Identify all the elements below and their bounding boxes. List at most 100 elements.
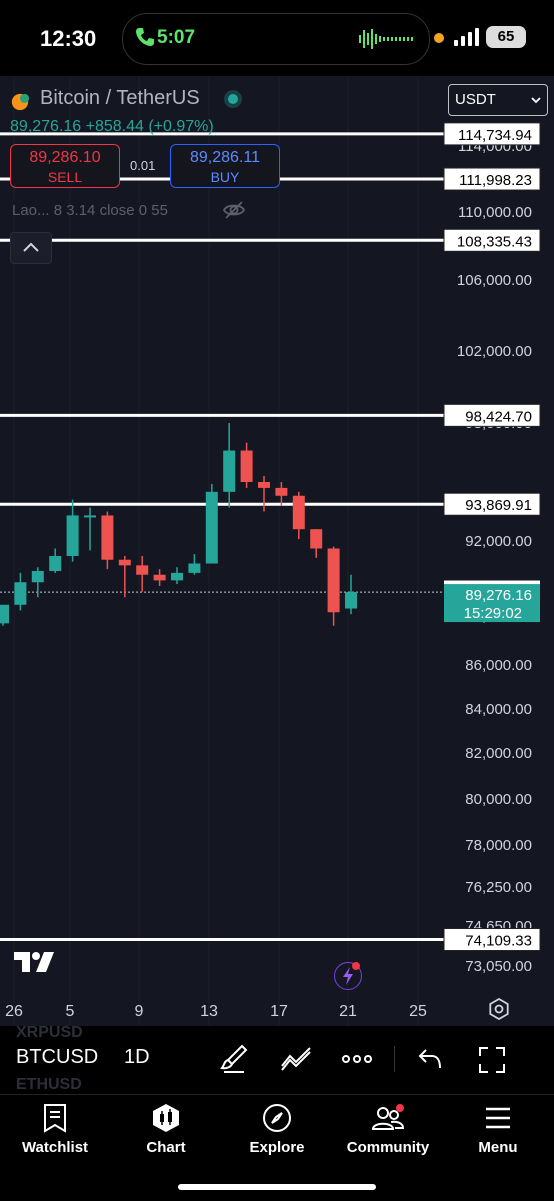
buy-label: BUY — [210, 169, 240, 185]
audio-wave-icon — [359, 29, 413, 49]
price-axis-label: 82,000.00 — [465, 745, 532, 762]
market-open-indicator — [224, 90, 242, 108]
call-pill[interactable]: 5:07 — [122, 13, 430, 65]
candle-body[interactable] — [49, 556, 62, 571]
last-price-label: 89,276.16 — [465, 587, 532, 604]
candle-body[interactable] — [171, 572, 183, 581]
horizontal-line-tag[interactable] — [443, 167, 541, 191]
signal-icon — [454, 28, 479, 46]
candle-body[interactable] — [84, 515, 96, 518]
tradingview-logo[interactable] — [14, 950, 56, 974]
undo-icon[interactable] — [418, 1048, 442, 1070]
status-icons: 65 — [432, 26, 542, 52]
candle-body[interactable] — [66, 515, 79, 556]
compass-icon — [263, 1104, 291, 1132]
chevron-down-icon — [531, 97, 541, 104]
sell-button[interactable]: 89,286.10 SELL — [10, 144, 120, 188]
horizontal-line-label: 98,424.70 — [465, 408, 532, 425]
bitcoin-tether-icon — [11, 93, 30, 111]
candle-body[interactable] — [188, 563, 201, 573]
indicator-legend[interactable]: Lao... 8 3.14 close 0 55 — [12, 202, 168, 219]
lightning-icon — [343, 967, 353, 985]
horizontal-line-label: 74,109.33 — [465, 933, 532, 950]
candle-body[interactable] — [14, 582, 27, 605]
horizontal-line-tag[interactable] — [443, 928, 541, 952]
price-axis-label: 106,000.00 — [457, 272, 532, 289]
nav-menu[interactable]: Menu — [448, 1103, 548, 1156]
home-indicator[interactable] — [178, 1184, 376, 1190]
chart-settings-icon[interactable] — [488, 998, 510, 1020]
flash-button[interactable] — [334, 962, 362, 990]
status-bar: 12:30 5:07 65 — [0, 0, 554, 76]
price-axis-label: 102,000.00 — [457, 343, 532, 360]
interval-button[interactable]: 1D — [124, 1046, 150, 1068]
candle-body[interactable] — [345, 592, 357, 609]
nav-label-menu: Menu — [478, 1139, 518, 1156]
candle-body[interactable] — [101, 515, 114, 560]
symbol-button[interactable]: BTCUSD — [16, 1046, 99, 1068]
last-price-tag — [444, 584, 540, 623]
mic-indicator-icon — [434, 33, 444, 43]
countdown-label: 15:29:02 — [464, 605, 522, 622]
price-axis-label: 73,050.00 — [465, 958, 532, 975]
fullscreen-icon[interactable] — [478, 1046, 506, 1074]
candle-body[interactable] — [31, 571, 44, 583]
candle-body[interactable] — [205, 491, 218, 564]
ghost-symbol-top: XRPUSD — [16, 1024, 83, 1041]
phone-icon — [136, 28, 154, 46]
candle-body[interactable] — [292, 495, 305, 530]
menu-icon — [486, 1107, 510, 1129]
price-axis-label: 78,000.00 — [465, 837, 532, 854]
candle-body[interactable] — [223, 450, 236, 492]
currency-select[interactable]: USDT — [448, 84, 548, 116]
x-axis-label: 5 — [66, 1003, 75, 1020]
drawing-brush-icon[interactable] — [220, 1044, 248, 1074]
candle-body[interactable] — [0, 604, 9, 624]
toolbar-divider — [394, 1046, 395, 1072]
horizontal-line-tag[interactable] — [443, 122, 541, 146]
candle-body[interactable] — [275, 487, 288, 496]
horizontal-line-tag[interactable] — [443, 403, 541, 427]
nav-label-watchlist: Watchlist — [21, 1139, 89, 1156]
sell-label: SELL — [47, 169, 83, 185]
nav-community[interactable]: Community — [338, 1103, 438, 1156]
battery-icon: 65 — [486, 26, 526, 48]
trend-lines-icon[interactable] — [280, 1044, 312, 1074]
candle-body[interactable] — [310, 529, 323, 549]
candle-body[interactable] — [136, 565, 149, 575]
notification-dot — [352, 962, 360, 970]
price-axis-label: 80,000.00 — [465, 791, 532, 808]
price-axis-label: 76,250.00 — [465, 879, 532, 896]
horizontal-line-tag[interactable] — [443, 228, 541, 252]
nav-chart[interactable]: Chart — [116, 1103, 216, 1156]
chart-toolbar: XRPUSD BTCUSD ETHUSD 1D — [0, 1024, 554, 1094]
horizontal-line-label: 108,335.43 — [457, 233, 532, 250]
candle-body[interactable] — [258, 482, 270, 488]
nav-watchlist[interactable]: Watchlist — [5, 1103, 105, 1156]
more-icon[interactable] — [342, 1054, 372, 1064]
pair-title[interactable]: Bitcoin / TetherUS — [40, 87, 200, 109]
bottom-nav: Watchlist Chart Explore Community Menu — [0, 1094, 554, 1201]
price-axis-label: 84,000.00 — [465, 701, 532, 718]
candle-body[interactable] — [327, 548, 340, 613]
watchlist-icon — [44, 1104, 66, 1133]
horizontal-line-label: 93,869.91 — [465, 497, 532, 514]
candle-body[interactable] — [153, 574, 166, 581]
horizontal-line-tag[interactable] — [443, 492, 541, 516]
nav-explore[interactable]: Explore — [227, 1103, 327, 1156]
buy-button[interactable]: 89,286.11 BUY — [170, 144, 280, 188]
price-axis-label: 92,000.00 — [465, 533, 532, 550]
candle-body[interactable] — [240, 450, 253, 482]
price-axis-label: 86,000.00 — [465, 657, 532, 674]
x-axis-label: 25 — [409, 1003, 427, 1020]
x-axis-label: 17 — [270, 1003, 288, 1020]
sell-price: 89,286.10 — [29, 149, 101, 166]
price-chart[interactable]: 114,000.00110,000.00106,000.00102,000.00… — [0, 0, 554, 1026]
buy-price: 89,286.11 — [190, 149, 260, 166]
price-axis-label: 110,000.00 — [458, 204, 532, 221]
eye-hidden-icon[interactable] — [222, 198, 246, 222]
x-axis-label: 9 — [135, 1003, 144, 1020]
candle-body[interactable] — [118, 559, 131, 566]
nav-label-community: Community — [346, 1139, 430, 1156]
collapse-legend-button[interactable] — [10, 232, 52, 264]
